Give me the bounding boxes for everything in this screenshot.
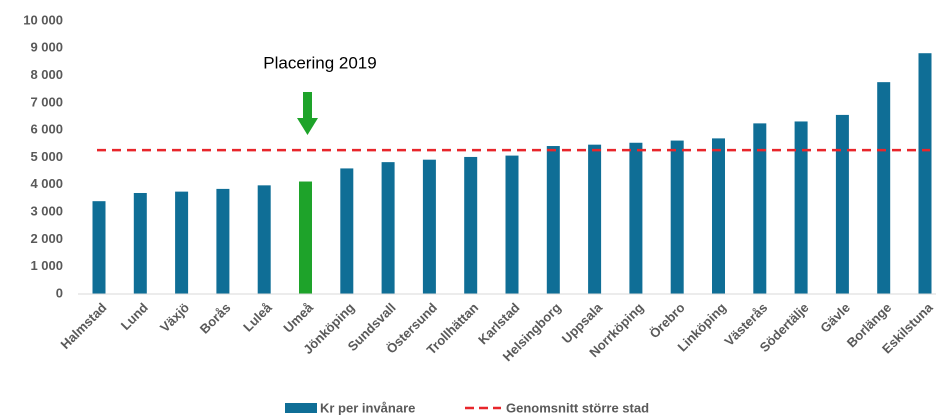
- bar: [464, 156, 478, 294]
- arrow: [297, 92, 318, 135]
- y-tick-label: 0: [56, 285, 63, 300]
- bar: [422, 159, 436, 294]
- bar: [257, 185, 271, 294]
- x-tick-label: Borås: [197, 300, 234, 337]
- x-tick-label: Gävle: [817, 300, 853, 336]
- legend-swatch: [285, 403, 317, 413]
- bar: [794, 121, 808, 295]
- bar: [877, 82, 891, 294]
- y-tick-label: 3 000: [30, 204, 63, 219]
- x-tick-label: Luleå: [240, 299, 275, 334]
- y-tick-label: 7 000: [30, 94, 63, 109]
- bar: [299, 181, 312, 294]
- annotation: Placering 2019: [263, 53, 376, 72]
- bar: [340, 168, 354, 294]
- x-tick-label: Lund: [118, 300, 151, 333]
- y-tick-label: 10 000: [23, 12, 63, 27]
- y-tick-label: 1 000: [30, 258, 63, 273]
- y-tick-label: 6 000: [30, 122, 63, 137]
- bar: [753, 123, 767, 294]
- y-tick-label: 9 000: [30, 40, 63, 55]
- x-tick-label: Umeå: [280, 299, 316, 335]
- x-tick-label: Örebro: [646, 300, 687, 341]
- legend-label: Kr per invånare: [320, 400, 415, 415]
- bar: [92, 201, 106, 294]
- x-tick-label: Halmstad: [58, 300, 110, 352]
- bar: [505, 155, 519, 294]
- bar: [670, 140, 684, 294]
- x-tick-label: Växjö: [157, 300, 192, 335]
- bar: [588, 144, 602, 294]
- bar: [546, 146, 560, 294]
- bar: [175, 191, 189, 294]
- bar: [133, 192, 147, 294]
- bar: [712, 138, 725, 294]
- y-tick-label: 5 000: [30, 149, 63, 164]
- y-tick-label: 8 000: [30, 67, 63, 82]
- y-tick-label: 2 000: [30, 231, 63, 246]
- bar: [918, 53, 932, 294]
- y-tick-label: 4 000: [30, 176, 63, 191]
- bar: [835, 114, 849, 294]
- bar: [629, 142, 643, 294]
- legend-label: Genomsnitt större stad: [506, 400, 649, 415]
- bar: [381, 162, 395, 294]
- bar: [216, 188, 230, 294]
